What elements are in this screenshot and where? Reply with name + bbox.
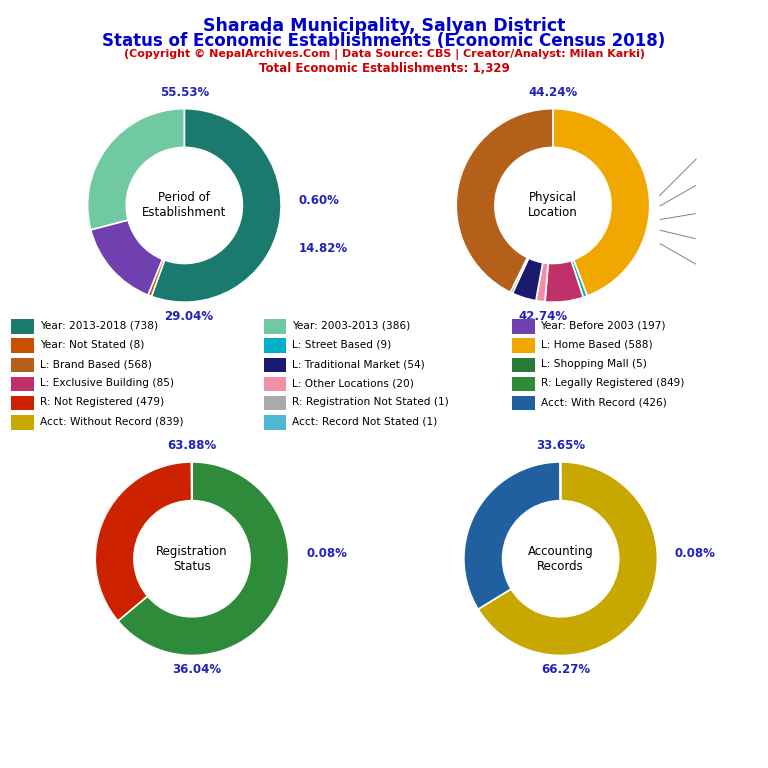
FancyBboxPatch shape [12, 319, 34, 333]
Text: 66.27%: 66.27% [541, 663, 590, 676]
Wedge shape [456, 109, 553, 293]
Wedge shape [478, 462, 657, 655]
FancyBboxPatch shape [512, 339, 535, 353]
Text: Year: 2013-2018 (738): Year: 2013-2018 (738) [40, 321, 158, 331]
Text: R: Not Registered (479): R: Not Registered (479) [40, 398, 164, 408]
Wedge shape [91, 220, 163, 295]
FancyBboxPatch shape [263, 415, 286, 429]
Wedge shape [151, 109, 281, 302]
Text: L: Home Based (588): L: Home Based (588) [541, 340, 652, 350]
Text: Acct: With Record (426): Acct: With Record (426) [541, 398, 667, 408]
FancyBboxPatch shape [512, 358, 535, 372]
FancyBboxPatch shape [512, 319, 535, 333]
Text: Acct: Without Record (839): Acct: Without Record (839) [40, 417, 184, 427]
Text: Status of Economic Establishments (Economic Census 2018): Status of Economic Establishments (Econo… [102, 32, 666, 50]
Wedge shape [536, 263, 548, 302]
Text: 6.40%: 6.40% [0, 767, 1, 768]
Text: 0.08%: 0.08% [675, 547, 716, 560]
FancyBboxPatch shape [12, 415, 34, 429]
FancyBboxPatch shape [263, 377, 286, 391]
Text: R: Registration Not Stated (1): R: Registration Not Stated (1) [292, 398, 449, 408]
Text: 42.74%: 42.74% [518, 310, 568, 323]
Text: Registration
Status: Registration Status [156, 545, 228, 573]
FancyBboxPatch shape [12, 377, 34, 391]
FancyBboxPatch shape [12, 396, 34, 410]
Wedge shape [553, 109, 650, 296]
FancyBboxPatch shape [12, 339, 34, 353]
Text: 14.82%: 14.82% [299, 242, 348, 255]
Wedge shape [148, 260, 164, 296]
Text: L: Traditional Market (54): L: Traditional Market (54) [292, 359, 425, 369]
Text: L: Other Locations (20): L: Other Locations (20) [292, 379, 414, 389]
Wedge shape [510, 257, 528, 293]
Text: Accounting
Records: Accounting Records [528, 545, 594, 573]
Text: Physical
Location: Physical Location [528, 191, 578, 220]
Text: L: Shopping Mall (5): L: Shopping Mall (5) [541, 359, 647, 369]
Wedge shape [545, 260, 584, 303]
Text: 36.04%: 36.04% [172, 663, 221, 676]
Text: R: Legally Registered (849): R: Legally Registered (849) [541, 379, 684, 389]
Text: Year: Not Stated (8): Year: Not Stated (8) [40, 340, 144, 350]
Text: 0.08%: 0.08% [306, 547, 347, 560]
Text: Acct: Record Not Stated (1): Acct: Record Not Stated (1) [292, 417, 438, 427]
FancyBboxPatch shape [512, 396, 535, 410]
Text: Total Economic Establishments: 1,329: Total Economic Establishments: 1,329 [259, 62, 509, 75]
Wedge shape [95, 462, 192, 621]
Wedge shape [571, 260, 588, 297]
Wedge shape [88, 108, 184, 230]
FancyBboxPatch shape [263, 396, 286, 410]
FancyBboxPatch shape [263, 358, 286, 372]
Text: Period of
Establishment: Period of Establishment [142, 191, 227, 220]
Text: 0.38%: 0.38% [0, 767, 1, 768]
Text: L: Brand Based (568): L: Brand Based (568) [40, 359, 152, 369]
FancyBboxPatch shape [512, 377, 535, 391]
Wedge shape [118, 462, 289, 655]
Text: Sharada Municipality, Salyan District: Sharada Municipality, Salyan District [203, 17, 565, 35]
Text: L: Street Based (9): L: Street Based (9) [292, 340, 392, 350]
Text: (Copyright © NepalArchives.Com | Data Source: CBS | Creator/Analyst: Milan Karki: (Copyright © NepalArchives.Com | Data So… [124, 49, 644, 60]
Text: 44.24%: 44.24% [528, 86, 578, 99]
Text: 63.88%: 63.88% [167, 439, 217, 452]
FancyBboxPatch shape [12, 358, 34, 372]
Text: 0.60%: 0.60% [299, 194, 339, 207]
Text: 55.53%: 55.53% [160, 86, 209, 99]
Wedge shape [512, 258, 543, 301]
Text: Year: 2003-2013 (386): Year: 2003-2013 (386) [292, 321, 410, 331]
Text: L: Exclusive Building (85): L: Exclusive Building (85) [40, 379, 174, 389]
Text: 33.65%: 33.65% [536, 439, 585, 452]
Text: 0.68%: 0.68% [0, 767, 1, 768]
Text: 1.50%: 1.50% [0, 767, 1, 768]
FancyBboxPatch shape [263, 319, 286, 333]
Wedge shape [464, 462, 561, 609]
FancyBboxPatch shape [263, 339, 286, 353]
Text: 4.06%: 4.06% [0, 767, 1, 768]
Text: 29.04%: 29.04% [164, 310, 214, 323]
Text: Year: Before 2003 (197): Year: Before 2003 (197) [541, 321, 666, 331]
